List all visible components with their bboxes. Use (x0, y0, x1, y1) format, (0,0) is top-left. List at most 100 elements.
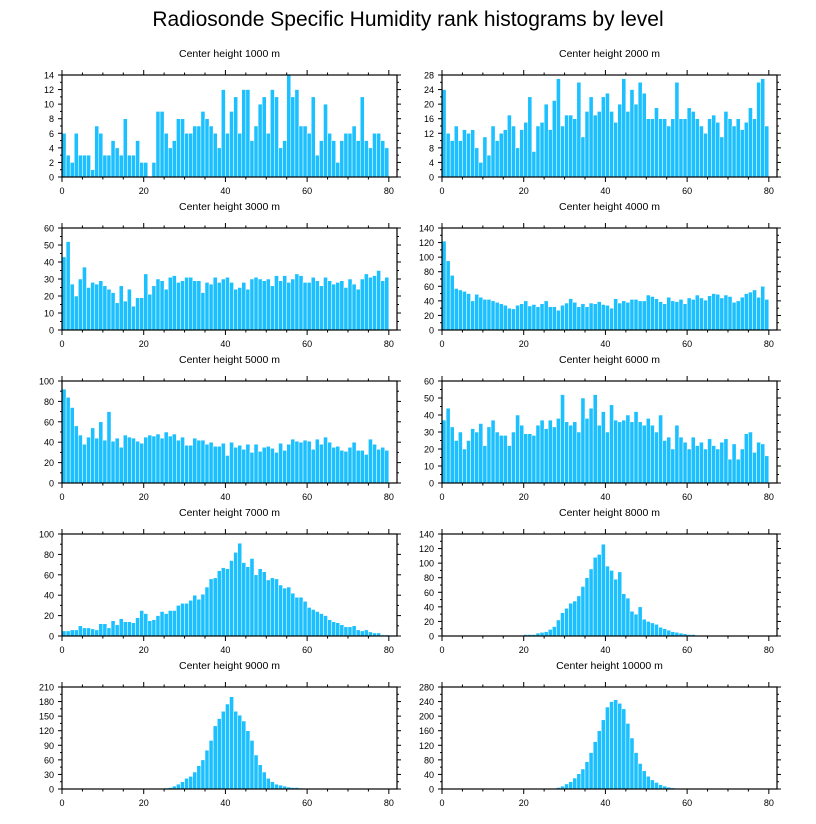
x-tick-label: 0 (59, 339, 64, 349)
y-tick-label: 12 (44, 85, 54, 95)
x-tick-label: 60 (682, 492, 692, 502)
histogram-bar (188, 277, 193, 331)
histogram-bar (294, 440, 300, 484)
y-tick-label: 60 (44, 755, 54, 765)
y-tick-label: 120 (419, 741, 434, 751)
histogram-bar (735, 118, 741, 178)
histogram-bar (339, 140, 345, 178)
histogram-bar (609, 570, 614, 637)
histogram-bar (629, 737, 635, 790)
histogram-bar (106, 627, 112, 637)
histogram-bar (310, 277, 316, 331)
histogram-bar (666, 436, 672, 484)
histogram-bar (621, 78, 627, 178)
histogram-bar (690, 111, 696, 178)
panel-title: Center height 5000 m (179, 354, 280, 366)
histogram-bar (359, 278, 365, 331)
histogram-bar (556, 310, 561, 331)
histogram-bar (511, 308, 516, 331)
histogram-bar (744, 122, 749, 178)
histogram-bar (335, 282, 341, 331)
x-tick-label: 20 (519, 492, 529, 502)
histogram-bar (94, 437, 100, 484)
histogram-bar (519, 424, 524, 484)
panel-title: Center height 6000 m (559, 354, 660, 366)
histogram-bar (237, 287, 243, 331)
y-tick-label: 0 (49, 632, 54, 642)
histogram-bar (707, 438, 712, 484)
histogram-bar (372, 275, 377, 331)
histogram-bar (86, 627, 91, 637)
histogram-bar (208, 125, 214, 178)
histogram-bar (670, 118, 676, 178)
histogram-bar (764, 455, 770, 484)
y-tick-label: 40 (424, 296, 434, 306)
histogram-bar (355, 629, 361, 637)
histogram-bar (633, 752, 639, 790)
y-tick-label: 14 (44, 71, 54, 81)
histogram-bar (372, 133, 377, 178)
x-tick-label: 60 (682, 186, 692, 196)
histogram-bar (462, 448, 467, 484)
panel-title: Center height 1000 m (179, 48, 280, 60)
x-tick-label: 40 (600, 339, 610, 349)
y-tick-label: 40 (424, 411, 434, 421)
histogram-bar (715, 294, 721, 331)
histogram-bar (756, 296, 761, 331)
histogram-bar (69, 407, 75, 484)
histogram-bar (584, 577, 590, 637)
histogram-bar (462, 291, 467, 331)
histogram-bar (368, 631, 373, 637)
histogram-bar (261, 280, 267, 331)
histogram-bar (560, 612, 565, 637)
histogram-bar (163, 288, 169, 331)
histogram-bar (310, 609, 316, 637)
panel-6: Center height 6000 m 0 10 20 30 40 50 60 0 20 40 60… (424, 354, 781, 502)
histogram-bar (670, 631, 676, 637)
histogram-bar (216, 570, 222, 637)
x-tick-label: 80 (384, 186, 394, 196)
y-tick-label: 280 (419, 683, 434, 693)
histogram-bar (233, 711, 238, 790)
x-tick-label: 20 (519, 186, 529, 196)
histogram-bar (633, 103, 639, 178)
histogram-bar (646, 418, 651, 484)
y-tick-label: 0 (429, 173, 434, 183)
histogram-bar (135, 440, 140, 484)
histogram-bar (695, 445, 700, 484)
panel-1: Center height 1000 m 0 2 4 6 8 10 12 14 0 20 40 60 80 (44, 48, 401, 196)
histogram-bar (310, 96, 316, 178)
panel-title: Center height 4000 m (559, 201, 660, 213)
histogram-bar (86, 154, 91, 178)
histogram-bar (331, 447, 336, 484)
histogram-bar (445, 407, 451, 484)
histogram-bar (249, 740, 255, 790)
x-tick-label: 60 (302, 492, 312, 502)
histogram-bar (719, 441, 725, 484)
histogram-bar (531, 304, 537, 331)
histogram-bar (90, 169, 95, 178)
histogram-bar (580, 768, 586, 790)
histogram-bar (147, 620, 153, 637)
histogram-bar (188, 133, 193, 178)
histogram-bar (699, 125, 704, 178)
x-tick-label: 40 (220, 645, 230, 655)
y-tick-label: 50 (44, 241, 54, 251)
histogram-bar (547, 129, 553, 178)
y-tick-label: 100 (39, 377, 54, 387)
histogram-bar (127, 436, 132, 484)
histogram-bar (523, 300, 529, 331)
histogram-bar (331, 140, 336, 178)
histogram-bar (147, 434, 153, 484)
histogram-bar (225, 568, 230, 637)
histogram-bar (200, 292, 206, 331)
histogram-bar (102, 154, 108, 178)
histogram-bar (572, 302, 578, 331)
x-tick-label: 0 (439, 492, 444, 502)
histogram-bar (167, 435, 173, 484)
histogram-bar (735, 300, 741, 331)
x-tick-label: 20 (139, 492, 149, 502)
histogram-bar (196, 765, 202, 790)
histogram-bar (306, 282, 312, 331)
histogram-bar (699, 441, 704, 484)
